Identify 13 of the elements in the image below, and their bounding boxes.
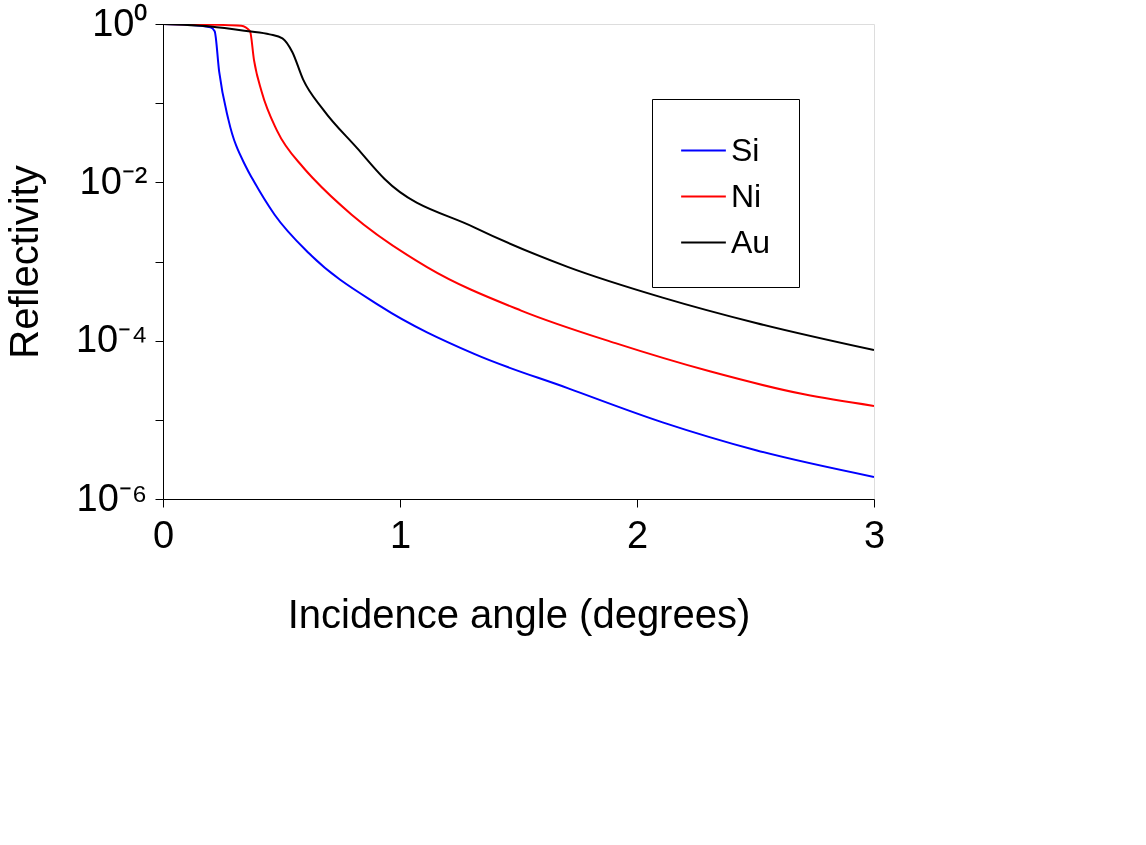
y-axis-title: Reflectivity xyxy=(1,165,46,359)
y-tick-label: 10⁻⁴ xyxy=(75,318,148,361)
legend-label: Ni xyxy=(731,177,762,214)
legend-label: Si xyxy=(731,131,760,168)
y-tick-label: 10⁰ xyxy=(92,1,148,44)
legend-label: Au xyxy=(731,223,771,260)
x-tick-label: 3 xyxy=(863,513,886,556)
y-tick-label: 10⁻⁶ xyxy=(76,476,148,519)
x-tick-label: 0 xyxy=(152,513,175,556)
x-tick-label: 1 xyxy=(389,513,412,556)
y-tick-label: 10⁻² xyxy=(79,159,148,202)
x-axis-title: Incidence angle (degrees) xyxy=(287,591,751,636)
x-tick-label: 2 xyxy=(626,513,649,556)
